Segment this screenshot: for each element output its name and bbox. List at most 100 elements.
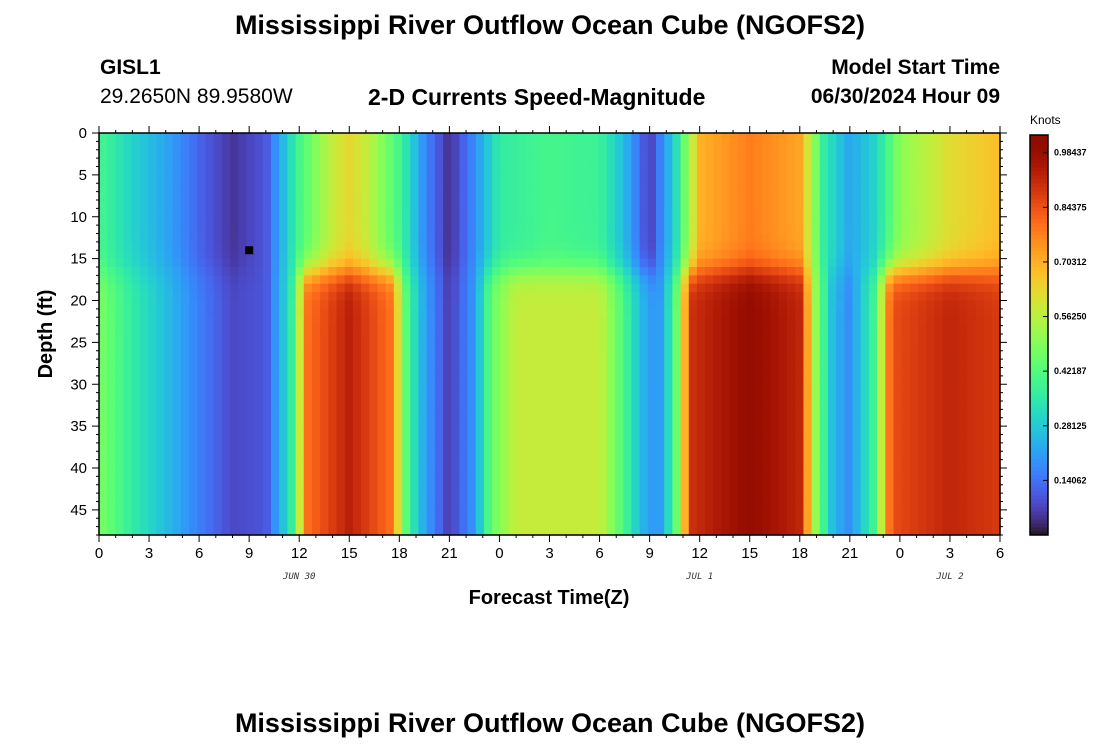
heatmap-cell [271, 375, 280, 385]
heatmap-cell [524, 384, 534, 394]
heatmap-cell [934, 434, 944, 444]
heatmap-cell [197, 183, 207, 193]
heatmap-cell [459, 250, 469, 260]
heatmap-cell [713, 275, 723, 285]
heatmap-cell [860, 359, 870, 369]
heatmap-cell [533, 225, 542, 235]
heatmap-cell [295, 342, 305, 352]
heatmap-cell [164, 308, 174, 318]
heatmap-cell [385, 334, 395, 343]
heatmap-cell [942, 275, 952, 285]
heatmap-cell [721, 200, 731, 209]
heatmap-cell [549, 442, 559, 452]
heatmap-cell [664, 233, 673, 243]
heatmap-cell [246, 183, 256, 193]
heatmap-cell [991, 384, 1001, 394]
heatmap-cell [426, 442, 436, 452]
heatmap-cell [655, 149, 665, 159]
heatmap-cell [492, 334, 501, 343]
heatmap-cell [893, 158, 903, 168]
heatmap-cell [197, 283, 207, 293]
heatmap-cell [754, 149, 764, 159]
heatmap-cell [967, 342, 977, 352]
heatmap-cell [549, 476, 559, 486]
heatmap-cell [443, 191, 452, 201]
heatmap-cell [139, 149, 149, 159]
heatmap-cell [524, 501, 534, 511]
heatmap-cell [238, 426, 248, 436]
heatmap-cell [574, 250, 583, 260]
heatmap-cell [860, 417, 870, 427]
heatmap-cell [852, 409, 862, 419]
heatmap-cell [975, 166, 985, 176]
heatmap-cell [156, 334, 166, 343]
heatmap-cell [443, 501, 452, 511]
heatmap-cell [295, 166, 305, 176]
heatmap-cell [320, 300, 329, 310]
heatmap-cell [131, 442, 141, 452]
heatmap-cell [377, 476, 387, 486]
heatmap-cell [115, 375, 125, 385]
heatmap-cell [549, 375, 559, 385]
heatmap-cell [770, 334, 780, 343]
heatmap-cell [885, 384, 895, 394]
heatmap-cell [754, 216, 764, 226]
heatmap-cell [647, 133, 657, 142]
heatmap-cell [156, 158, 166, 168]
heatmap-cell [827, 258, 837, 268]
heatmap-cell [975, 342, 985, 352]
heatmap-cell [328, 149, 338, 159]
heatmap-cell [918, 476, 927, 486]
heatmap-cell [287, 208, 297, 218]
heatmap-cell [279, 409, 288, 419]
heatmap-cell [524, 468, 534, 477]
heatmap-cell [942, 384, 952, 394]
heatmap-cell [844, 258, 854, 268]
heatmap-cell [606, 342, 616, 352]
heatmap-cell [606, 267, 616, 276]
heatmap-cell [459, 166, 469, 176]
heatmap-cell [598, 308, 608, 318]
heatmap-cell [737, 442, 747, 452]
heatmap-cell [320, 133, 329, 142]
heatmap-cell [115, 233, 125, 243]
heatmap-cell [655, 484, 665, 494]
heatmap-cell [410, 292, 420, 302]
heatmap-cell [164, 493, 174, 503]
heatmap-cell [533, 359, 542, 369]
heatmap-cell [107, 367, 116, 377]
heatmap-cell [516, 258, 526, 268]
heatmap-cell [934, 250, 944, 260]
heatmap-cell [123, 149, 133, 159]
heatmap-cell [967, 426, 977, 436]
heatmap-cell [221, 133, 231, 142]
heatmap-cell [754, 334, 764, 343]
heatmap-cell [844, 434, 854, 444]
heatmap-cell [754, 417, 764, 427]
heatmap-cell [836, 250, 845, 260]
heatmap-cell [909, 392, 919, 402]
heatmap-cell [901, 250, 911, 260]
heatmap-cell [205, 166, 215, 176]
heatmap-cell [287, 451, 297, 461]
heatmap-cell [164, 484, 174, 494]
heatmap-cell [287, 225, 297, 235]
heatmap-cell [803, 417, 813, 427]
heatmap-cell [295, 133, 305, 142]
heatmap-cell [811, 225, 821, 235]
heatmap-cell [115, 451, 125, 461]
heatmap-cell [541, 409, 551, 419]
heatmap-cell [803, 384, 813, 394]
heatmap-cell [983, 426, 993, 436]
heatmap-cell [893, 493, 903, 503]
heatmap-cell [197, 468, 207, 477]
heatmap-cell [352, 174, 362, 184]
heatmap-cell [131, 283, 141, 293]
heatmap-cell [795, 350, 805, 360]
heatmap-cell [639, 241, 649, 251]
heatmap-cell [991, 459, 1001, 469]
heatmap-cell [328, 200, 338, 209]
heatmap-cell [803, 174, 813, 184]
heatmap-cell [352, 384, 362, 394]
heatmap-cell [754, 409, 764, 419]
